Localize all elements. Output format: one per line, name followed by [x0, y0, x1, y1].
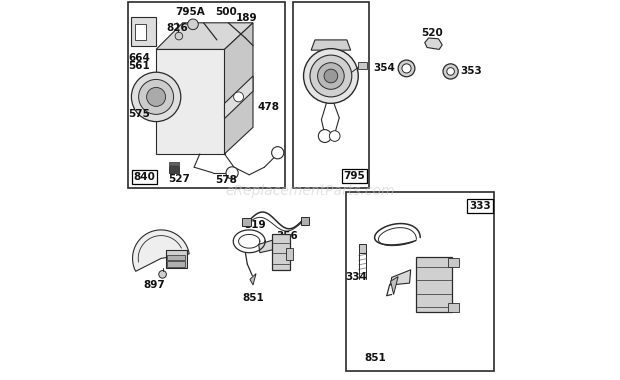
Bar [358, 244, 366, 253]
Polygon shape [156, 49, 224, 154]
Circle shape [447, 68, 454, 75]
Text: 897: 897 [143, 280, 165, 290]
Bar [286, 248, 293, 260]
Bar [169, 162, 179, 165]
Bar [169, 166, 179, 173]
Circle shape [286, 251, 293, 257]
Text: 575: 575 [128, 109, 150, 119]
Bar [167, 255, 185, 260]
Text: 561: 561 [128, 61, 150, 71]
Text: 795A: 795A [175, 7, 205, 17]
Polygon shape [133, 230, 189, 271]
Circle shape [317, 63, 344, 89]
Circle shape [398, 60, 415, 77]
Circle shape [310, 55, 352, 97]
Polygon shape [259, 239, 277, 253]
Polygon shape [224, 23, 253, 154]
Text: 356: 356 [277, 231, 298, 241]
Text: 840: 840 [133, 172, 155, 182]
Circle shape [450, 304, 456, 310]
Text: 851: 851 [365, 353, 386, 363]
Bar [293, 2, 369, 188]
Polygon shape [391, 270, 410, 285]
Bar [242, 218, 250, 226]
Bar [135, 24, 146, 40]
Circle shape [146, 87, 166, 106]
Circle shape [188, 19, 198, 30]
Circle shape [131, 72, 181, 122]
Text: 664: 664 [128, 53, 150, 63]
Circle shape [402, 64, 411, 73]
Text: 353: 353 [461, 66, 482, 76]
Circle shape [226, 167, 238, 179]
Circle shape [139, 79, 174, 114]
Text: 578: 578 [215, 175, 237, 185]
Bar [301, 217, 309, 225]
Text: 354: 354 [373, 63, 395, 73]
Circle shape [272, 147, 284, 159]
Bar [166, 250, 187, 268]
Text: 334: 334 [345, 272, 367, 282]
Polygon shape [156, 23, 253, 49]
Bar [346, 192, 494, 370]
Text: 851: 851 [242, 293, 264, 303]
Text: 500: 500 [215, 7, 236, 17]
Bar [272, 234, 290, 270]
Circle shape [450, 260, 456, 266]
Circle shape [443, 64, 458, 79]
Text: 333: 333 [469, 201, 491, 211]
Circle shape [304, 49, 358, 103]
Bar [448, 258, 459, 267]
Polygon shape [425, 38, 442, 49]
Circle shape [324, 69, 338, 83]
Text: 319: 319 [244, 220, 266, 230]
Bar [417, 256, 453, 312]
Circle shape [318, 130, 331, 142]
Text: 826: 826 [166, 23, 188, 33]
Circle shape [329, 131, 340, 141]
Bar [448, 303, 459, 312]
Circle shape [234, 92, 244, 102]
Circle shape [175, 32, 183, 40]
Text: 478: 478 [257, 102, 280, 112]
Polygon shape [311, 40, 351, 50]
Text: 795: 795 [343, 171, 365, 181]
Circle shape [159, 271, 166, 278]
Polygon shape [391, 277, 398, 294]
Bar [128, 2, 285, 188]
Bar [358, 62, 366, 69]
Text: 520: 520 [422, 28, 443, 38]
Text: eReplacementParts.com: eReplacementParts.com [225, 184, 395, 198]
Text: 527: 527 [168, 174, 190, 184]
Polygon shape [250, 274, 256, 285]
Bar [167, 261, 185, 267]
Polygon shape [131, 17, 156, 46]
Polygon shape [224, 76, 253, 119]
Text: 189: 189 [236, 13, 257, 23]
